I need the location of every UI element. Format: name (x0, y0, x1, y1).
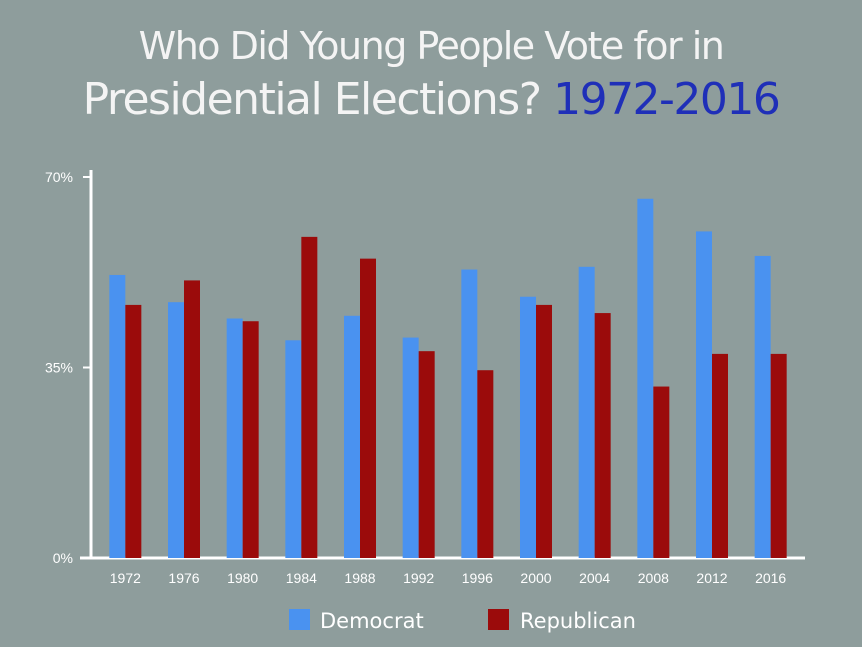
bar-democrat-2004 (578, 266, 595, 558)
bar-republican-1984 (301, 236, 318, 558)
x-tick-label-1984: 1984 (286, 570, 317, 586)
x-tick-label-2000: 2000 (520, 570, 551, 586)
legend-swatch-democrat (289, 609, 310, 630)
bar-democrat-1992 (402, 337, 419, 558)
bar-republican-1992 (418, 351, 435, 558)
x-tick-label-1996: 1996 (462, 570, 493, 586)
y-tick-label: 35% (45, 360, 73, 376)
bar-democrat-2012 (696, 231, 712, 558)
x-tick-label-2012: 2012 (696, 570, 727, 586)
bar-republican-1972 (125, 304, 142, 558)
chart-title-line-1: Who Did Young People Vote for in (138, 24, 725, 68)
legend-label-republican: Republican (520, 609, 636, 633)
y-tick-label: 70% (45, 169, 73, 185)
bar-republican-1996 (477, 370, 494, 558)
x-tick-label-2004: 2004 (579, 570, 610, 586)
x-tick-label-1976: 1976 (168, 570, 199, 586)
bar-democrat-1984 (285, 340, 302, 558)
bar-democrat-1976 (168, 302, 184, 558)
bar-republican-2000 (536, 304, 552, 558)
chart-title-main: Presidential Elections? (82, 74, 543, 125)
bar-democrat-2008 (637, 198, 654, 558)
bar-republican-1976 (184, 280, 200, 558)
x-tick-label-1972: 1972 (110, 570, 141, 586)
legend-swatch-republican (488, 609, 509, 630)
bar-democrat-1988 (344, 315, 360, 558)
bar-republican-1988 (360, 258, 376, 558)
y-tick-label: 0% (53, 550, 73, 566)
bar-republican-2004 (594, 313, 611, 558)
bar-republican-2016 (770, 353, 787, 558)
chart-title-accent: 1972-2016 (553, 74, 781, 125)
bar-democrat-1996 (461, 269, 478, 558)
bar-republican-1980 (242, 321, 259, 558)
bar-democrat-2016 (754, 255, 771, 558)
bar-democrat-2000 (520, 296, 536, 558)
legend-label-democrat: Democrat (320, 609, 424, 633)
bar-republican-2012 (712, 353, 728, 558)
bar-republican-2008 (653, 386, 670, 558)
x-tick-label-2008: 2008 (638, 570, 669, 586)
bar-democrat-1980 (226, 318, 243, 558)
x-tick-label-1980: 1980 (227, 570, 258, 586)
bar-democrat-1972 (109, 274, 126, 558)
chart-title-line-2: Presidential Elections? 1972-2016 (0, 74, 862, 125)
x-tick-label-1988: 1988 (344, 570, 375, 586)
x-tick-label-1992: 1992 (403, 570, 434, 586)
x-tick-label-2016: 2016 (755, 570, 786, 586)
